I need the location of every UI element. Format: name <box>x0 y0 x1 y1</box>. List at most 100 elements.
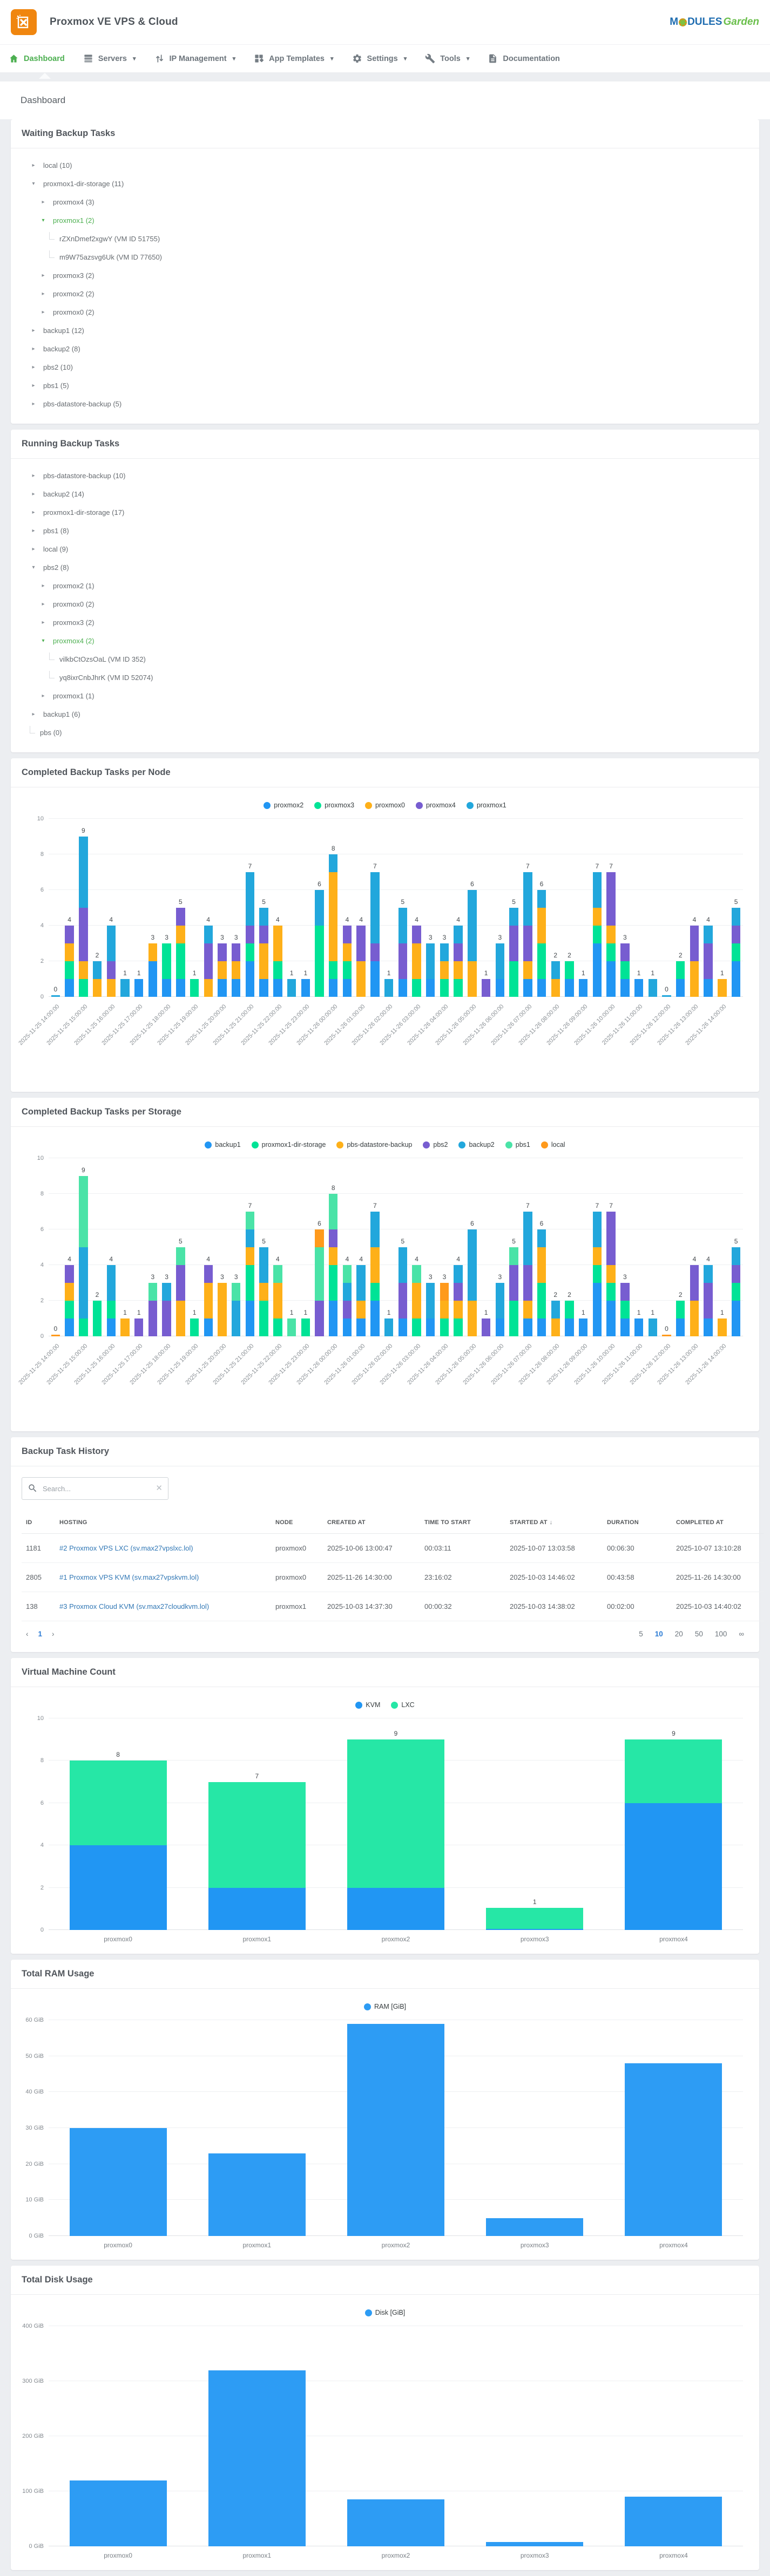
hosting-link[interactable]: #3 Proxmox Cloud KVM (sv.max27cloudkvm.l… <box>59 1602 210 1610</box>
caret-right-icon[interactable]: ▸ <box>32 491 35 497</box>
legend-item-disk-gib-[interactable]: Disk [GiB] <box>364 2309 405 2316</box>
legend-item-ram-gib-[interactable]: RAM [GiB] <box>363 2003 406 2010</box>
tree-item[interactable]: ▸ proxmox4 (3) <box>22 193 748 211</box>
caret-right-icon[interactable]: ▸ <box>32 711 35 717</box>
tree-item[interactable]: ▸ proxmox3 (2) <box>22 266 748 284</box>
page-size-100[interactable]: 100 <box>714 1630 727 1638</box>
legend-item-pbs1[interactable]: pbs1 <box>505 1141 530 1148</box>
caret-right-icon[interactable]: ▸ <box>32 509 35 515</box>
tree-item[interactable]: m9W75azsvg6Uk (VM ID 77650) <box>22 248 748 266</box>
tree-item[interactable]: ▸ proxmox0 (2) <box>22 595 748 613</box>
caret-right-icon[interactable]: ▸ <box>42 692 45 699</box>
caret-down-icon[interactable]: ▾ <box>32 564 35 570</box>
column-header-id[interactable]: ID <box>22 1512 55 1534</box>
tree-item[interactable]: ▸ backup1 (12) <box>22 321 748 339</box>
legend-item-proxmox1[interactable]: proxmox1 <box>466 801 506 809</box>
tree-item[interactable]: ▸ pbs1 (8) <box>22 521 748 540</box>
legend-item-proxmox2[interactable]: proxmox2 <box>264 801 303 809</box>
hosting-link[interactable]: #1 Proxmox VPS KVM (sv.max27vpskvm.lol) <box>59 1573 199 1581</box>
caret-right-icon[interactable]: ▸ <box>42 619 45 626</box>
column-header-started-at[interactable]: STARTED AT ↓ <box>505 1512 603 1534</box>
column-header-completed-at[interactable]: COMPLETED AT <box>672 1512 764 1534</box>
nav-item-ip-management[interactable]: IP Management ▾ <box>154 53 235 64</box>
legend-item-pbs2[interactable]: pbs2 <box>423 1141 448 1148</box>
caret-right-icon[interactable]: ▸ <box>42 309 45 315</box>
caret-right-icon[interactable]: ▸ <box>32 327 35 334</box>
tree-item[interactable]: ▸ backup2 (14) <box>22 485 748 503</box>
caret-right-icon[interactable]: ▸ <box>32 345 35 352</box>
tree-item[interactable]: ▸ pbs1 (5) <box>22 376 748 395</box>
legend-item-kvm[interactable]: KVM <box>355 1701 380 1709</box>
page-size-5[interactable]: 5 <box>639 1630 643 1638</box>
column-header-duration[interactable]: DURATION <box>603 1512 672 1534</box>
caret-right-icon[interactable]: ▸ <box>42 199 45 205</box>
caret-down-icon[interactable]: ▾ <box>42 637 45 644</box>
tree-item[interactable]: ▾ proxmox1-dir-storage (11) <box>22 174 748 193</box>
column-header-node[interactable]: NODE <box>271 1512 323 1534</box>
search-input[interactable] <box>22 1477 168 1500</box>
caret-right-icon[interactable]: ▸ <box>42 272 45 278</box>
legend-item-lxc[interactable]: LXC <box>391 1701 415 1709</box>
tree-item[interactable]: ▾ proxmox4 (2) <box>22 631 748 650</box>
tree-item[interactable]: ▸ pbs2 (10) <box>22 358 748 376</box>
tree-item[interactable]: ▸ proxmox0 (2) <box>22 303 748 321</box>
legend-item-proxmox1-dir-storage[interactable]: proxmox1-dir-storage <box>251 1141 326 1148</box>
caret-right-icon[interactable]: ▸ <box>32 546 35 552</box>
tree-item[interactable]: ▸ backup1 (6) <box>22 705 748 723</box>
column-header-time-to-start[interactable]: TIME TO START <box>420 1512 505 1534</box>
caret-down-icon[interactable]: ▾ <box>32 180 35 187</box>
nav-item-app-templates[interactable]: App Templates ▾ <box>254 53 334 64</box>
tree-item[interactable]: ▸ backup2 (8) <box>22 339 748 358</box>
tree-item[interactable]: rZXnDmef2xgwY (VM ID 51755) <box>22 229 748 248</box>
page-size-∞[interactable]: ∞ <box>739 1630 744 1638</box>
caret-right-icon[interactable]: ▸ <box>32 472 35 479</box>
bar-slot: 4 <box>687 1158 701 1336</box>
tree-item[interactable]: ▾ pbs2 (8) <box>22 558 748 576</box>
tree-item[interactable]: ▸ pbs-datastore-backup (5) <box>22 395 748 413</box>
tree-item[interactable]: ▸ proxmox1-dir-storage (17) <box>22 503 748 521</box>
hosting-link[interactable]: #2 Proxmox VPS LXC (sv.max27vpslxc.lol) <box>59 1544 193 1552</box>
caret-right-icon[interactable]: ▸ <box>42 290 45 297</box>
nav-item-tools[interactable]: Tools ▾ <box>425 53 469 64</box>
column-header-created-at[interactable]: CREATED AT <box>323 1512 420 1534</box>
legend-item-proxmox4[interactable]: proxmox4 <box>415 801 456 809</box>
next-page-button[interactable]: › <box>52 1630 55 1638</box>
page-size-50[interactable]: 50 <box>694 1630 703 1638</box>
caret-right-icon[interactable]: ▸ <box>32 382 35 389</box>
caret-right-icon[interactable]: ▸ <box>32 400 35 407</box>
tree-item[interactable]: ▸ local (9) <box>22 540 748 558</box>
column-header-hosting[interactable]: HOSTING <box>55 1512 271 1534</box>
search-clear-icon[interactable]: ✕ <box>156 1484 163 1493</box>
nav-item-dashboard[interactable]: Dashboard <box>9 53 65 64</box>
legend-item-local[interactable]: local <box>541 1141 565 1148</box>
modulesgarden-logo: M DULES Garden <box>670 16 759 28</box>
legend-item-pbs-datastore-backup[interactable]: pbs-datastore-backup <box>336 1141 412 1148</box>
caret-right-icon[interactable]: ▸ <box>32 527 35 534</box>
legend-item-proxmox0[interactable]: proxmox0 <box>365 801 405 809</box>
tree-item[interactable]: ▸ proxmox2 (1) <box>22 576 748 595</box>
tree-item[interactable]: yq8ixrCnbJhrK (VM ID 52074) <box>22 668 748 687</box>
nav-item-servers[interactable]: Servers ▾ <box>83 53 136 64</box>
legend-item-backup2[interactable]: backup2 <box>458 1141 495 1148</box>
caret-down-icon[interactable]: ▾ <box>42 217 45 223</box>
caret-right-icon[interactable]: ▸ <box>32 162 35 168</box>
tree-item[interactable]: ▸ local (10) <box>22 156 748 174</box>
caret-right-icon[interactable]: ▸ <box>42 582 45 589</box>
legend-item-proxmox3[interactable]: proxmox3 <box>314 801 354 809</box>
tree-item[interactable]: ▾ proxmox1 (2) <box>22 211 748 229</box>
page-size-10[interactable]: 10 <box>654 1630 663 1638</box>
tree-item[interactable]: pbs (0) <box>22 723 748 742</box>
nav-item-documentation[interactable]: Documentation <box>488 53 560 64</box>
tree-item[interactable]: ▸ proxmox3 (2) <box>22 613 748 631</box>
caret-right-icon[interactable]: ▸ <box>32 364 35 370</box>
page-size-20[interactable]: 20 <box>674 1630 683 1638</box>
nav-item-settings[interactable]: Settings ▾ <box>352 53 407 64</box>
tree-item[interactable]: ▸ proxmox2 (2) <box>22 284 748 303</box>
current-page-button[interactable]: 1 <box>38 1630 43 1638</box>
tree-item[interactable]: ▸ pbs-datastore-backup (10) <box>22 466 748 485</box>
tree-item[interactable]: vilkbCtOzsOaL (VM ID 352) <box>22 650 748 668</box>
tree-item[interactable]: ▸ proxmox1 (1) <box>22 687 748 705</box>
prev-page-button[interactable]: ‹ <box>26 1630 29 1638</box>
legend-item-backup1[interactable]: backup1 <box>205 1141 241 1148</box>
caret-right-icon[interactable]: ▸ <box>42 601 45 607</box>
